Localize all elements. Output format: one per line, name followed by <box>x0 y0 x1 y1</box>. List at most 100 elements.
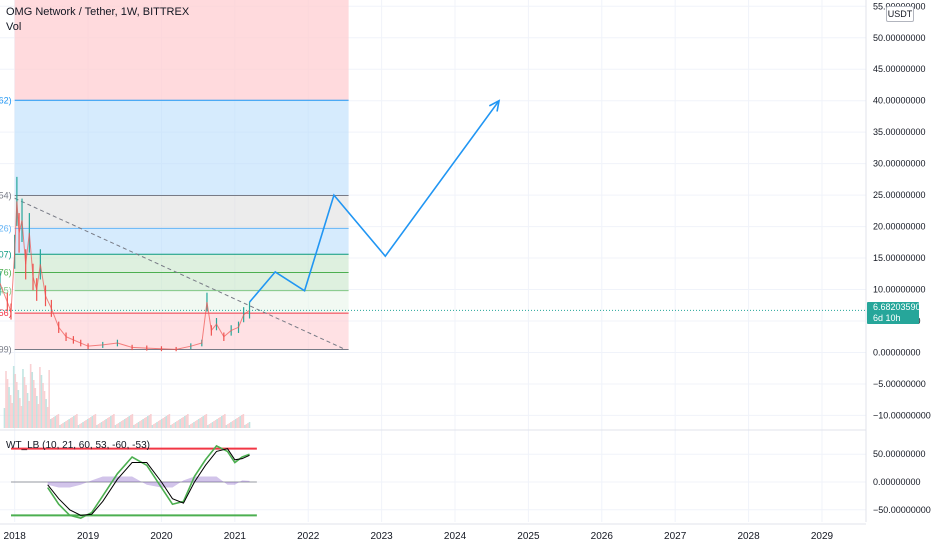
volume-bar <box>105 419 107 428</box>
volume-bar <box>76 414 78 428</box>
volume-bar <box>9 395 12 428</box>
volume-bar <box>49 419 52 428</box>
volume-bar <box>217 418 220 428</box>
volume-bar <box>191 423 194 428</box>
volume-legend: Vol <box>6 21 22 33</box>
volume-bar <box>43 391 46 428</box>
price-axis-tick-label: −10.00000000 <box>873 410 931 420</box>
volume-bar <box>88 418 91 428</box>
volume-bar <box>22 369 24 428</box>
volume-bar <box>193 422 195 428</box>
volume-bar <box>210 423 212 428</box>
volume-bar <box>162 418 165 428</box>
volume-bar <box>196 420 198 428</box>
volume-bar <box>103 420 106 428</box>
indicator-legend[interactable]: WT_LB (10, 21, 60, 53, -60, -53) <box>6 440 150 451</box>
volume-bar <box>71 417 74 428</box>
time-axis-tick-label: 2025 <box>517 531 540 542</box>
volume-bar <box>153 424 155 428</box>
fib-zone <box>14 313 349 350</box>
volume-bar <box>231 421 234 428</box>
volume-bar <box>143 418 146 428</box>
fib-level-label: 0.786(19.70918926) <box>0 223 12 233</box>
volume-bar <box>126 417 129 428</box>
volume-bar <box>179 419 181 428</box>
volume-bar <box>204 415 206 428</box>
volume-bar <box>248 422 251 428</box>
volume-bar <box>220 416 223 428</box>
time-axis-tick-label: 2029 <box>811 531 834 542</box>
indicator-axis-tick-label: 0.00000000 <box>873 477 921 487</box>
fib-level-label: 1.618(40.07130562) <box>0 95 12 105</box>
volume-bar <box>80 423 83 428</box>
volume-bar <box>202 416 205 428</box>
volume-bar <box>42 383 44 428</box>
volume-bar <box>51 418 54 428</box>
symbol-title[interactable]: OMG Network / Tether, 1W, BITTREX <box>6 6 190 18</box>
volume-bar <box>136 423 138 428</box>
time-axis-tick-label: 2021 <box>224 531 247 542</box>
volume-bar <box>31 372 34 428</box>
volume-bar <box>17 390 20 428</box>
volume-bar <box>208 424 211 428</box>
indicator-axis-tick-label: −50.00000000 <box>873 505 931 515</box>
volume-bar <box>56 415 58 428</box>
time-axis-tick-label: 2018 <box>4 531 27 542</box>
volume-bar <box>69 418 72 428</box>
volume-bar <box>207 425 209 428</box>
last-price-value: 6.68203590 <box>873 302 921 312</box>
indicator-histogram <box>47 476 250 488</box>
bar-countdown: 6d 10h <box>873 313 901 323</box>
volume-bar <box>180 418 183 428</box>
volume-bar <box>190 424 192 428</box>
volume-bar <box>74 415 77 428</box>
volume-bar <box>130 415 132 428</box>
fib-zone <box>14 195 349 229</box>
volume-bar <box>48 370 50 428</box>
volume-bar <box>157 421 160 428</box>
volume-bar <box>216 419 218 428</box>
volume-bar <box>37 404 40 428</box>
volume-bar <box>97 424 100 428</box>
volume-bar <box>197 419 200 428</box>
volume-bar <box>168 414 171 428</box>
price-axis-tick-label: 30.00000000 <box>873 159 926 169</box>
volume-bar <box>93 415 95 428</box>
currency-selector[interactable]: USDT <box>886 6 914 22</box>
volume-bar <box>108 417 111 428</box>
volume-bar <box>94 414 97 428</box>
time-axis-tick-label: 2023 <box>371 531 394 542</box>
volume-bar <box>237 417 240 428</box>
volume-bar <box>134 424 137 428</box>
volume-bar <box>188 425 191 428</box>
fib-zone <box>14 290 349 314</box>
volume-bar <box>99 423 101 428</box>
volume-bar <box>148 415 151 428</box>
volume-bar <box>214 420 217 428</box>
time-axis-tick-label: 2026 <box>591 531 614 542</box>
volume-bar <box>120 421 123 428</box>
volume-bar <box>139 421 141 428</box>
volume-bar <box>230 422 232 428</box>
volume-bar <box>219 417 222 428</box>
volume-bar <box>211 422 214 428</box>
volume-bar <box>63 422 66 428</box>
volume-bar <box>156 422 158 428</box>
volume-bar <box>15 382 18 428</box>
volume-bar <box>34 388 37 428</box>
fib-level-label: 0.618(15.59760807) <box>0 249 12 259</box>
volume-bar <box>177 420 180 428</box>
volume-bar <box>110 416 112 428</box>
volume-bar <box>163 417 166 428</box>
fib-level-label: 1(24.94656054) <box>0 190 12 200</box>
volume-bar <box>247 423 249 428</box>
price-axis-tick-label: 25.00000000 <box>873 190 926 200</box>
volume-bar <box>242 414 245 428</box>
fib-level-label: 0.5(12.70971176) <box>0 267 12 277</box>
volume-bar <box>236 418 238 428</box>
trendline <box>14 197 346 350</box>
volume-bar <box>45 399 47 428</box>
volume-bar <box>133 425 135 428</box>
fib-zone <box>14 254 349 273</box>
